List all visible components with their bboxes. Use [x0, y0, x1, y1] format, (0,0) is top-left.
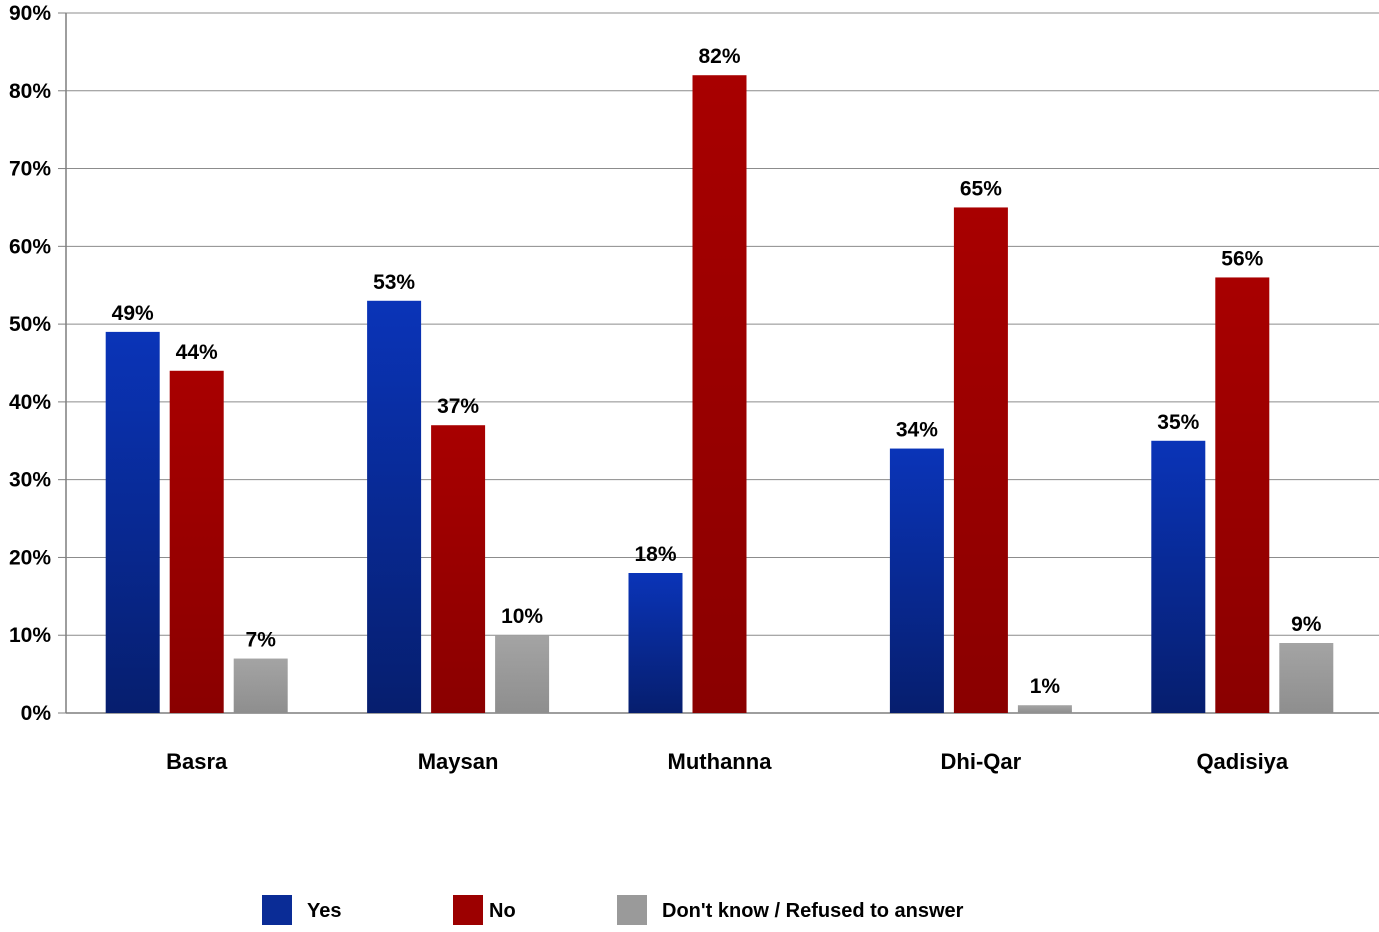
- bar-dont-know: [1279, 643, 1334, 713]
- data-label-no: 65%: [960, 177, 1002, 200]
- bar-yes: [367, 300, 422, 713]
- y-axis-tick-labels: 0% 10% 20% 30% 40% 50% 60% 70% 80% 90%: [9, 2, 51, 725]
- data-label-yes: 34%: [896, 419, 938, 442]
- x-tick-label: Qadisiya: [1196, 749, 1288, 774]
- legend-swatch-yes: [262, 895, 292, 925]
- data-label-yes: 18%: [634, 543, 676, 566]
- x-tick-label: Dhi-Qar: [941, 749, 1022, 774]
- bar-yes: [628, 573, 683, 713]
- bar-no: [1215, 277, 1270, 713]
- legend-label-yes: Yes: [307, 900, 342, 922]
- bar-no: [169, 370, 224, 713]
- x-tick-label: Muthanna: [668, 749, 773, 774]
- y-tick-label: 10%: [9, 624, 51, 647]
- y-tick-label: 70%: [9, 158, 51, 181]
- y-tick-label: 40%: [9, 391, 51, 414]
- bar-dont-know: [233, 658, 288, 713]
- bar-no: [431, 425, 486, 713]
- y-tick-label: 30%: [9, 469, 51, 492]
- data-label-dont-know: 10%: [501, 605, 543, 628]
- data-label-no: 37%: [437, 395, 479, 418]
- data-label-yes: 35%: [1157, 411, 1199, 434]
- y-tick-label: 80%: [9, 80, 51, 103]
- data-label-dont-know: 1%: [1030, 675, 1061, 698]
- x-tick-label: Basra: [166, 749, 228, 774]
- y-tick-label: 20%: [9, 546, 51, 569]
- data-labels: 49% 44% 7% 53% 37% 10% 18% 82% 34% 65% 1% 35% 56% 9%: [112, 45, 1322, 698]
- bar-dont-know: [1017, 705, 1072, 713]
- legend-label-dont-know: Don't know / Refused to answer: [662, 900, 964, 922]
- x-axis-tick-labels: Basra Maysan Muthanna Dhi-Qar Qadisiya: [166, 749, 1289, 774]
- data-label-no: 82%: [698, 45, 740, 68]
- legend-swatch-no: [453, 895, 483, 925]
- x-tick-label: Maysan: [418, 749, 499, 774]
- bar-no: [692, 75, 747, 713]
- data-label-no: 44%: [176, 341, 218, 364]
- data-label-no: 56%: [1221, 247, 1263, 270]
- data-label-yes: 53%: [373, 271, 415, 294]
- bar-yes: [1151, 440, 1206, 713]
- bar-yes: [105, 331, 160, 713]
- data-label-yes: 49%: [112, 302, 154, 325]
- y-tick-label: 0%: [21, 702, 52, 725]
- data-label-dont-know: 9%: [1291, 613, 1322, 636]
- bars: [105, 75, 1334, 713]
- bar-no: [953, 207, 1008, 713]
- legend: Yes No Don't know / Refused to answer: [0, 892, 1379, 932]
- legend-label-no: No: [489, 900, 516, 922]
- legend-swatch-dont-know: [617, 895, 647, 925]
- y-tick-label: 90%: [9, 2, 51, 25]
- data-label-dont-know: 7%: [246, 629, 277, 652]
- y-tick-label: 50%: [9, 313, 51, 336]
- bar-dont-know: [495, 635, 550, 713]
- y-tick-label: 60%: [9, 235, 51, 258]
- bar-chart: 0% 10% 20% 30% 40% 50% 60% 70% 80% 90% 49% 44% 7% 53…: [9, 2, 1379, 774]
- bar-yes: [889, 448, 944, 713]
